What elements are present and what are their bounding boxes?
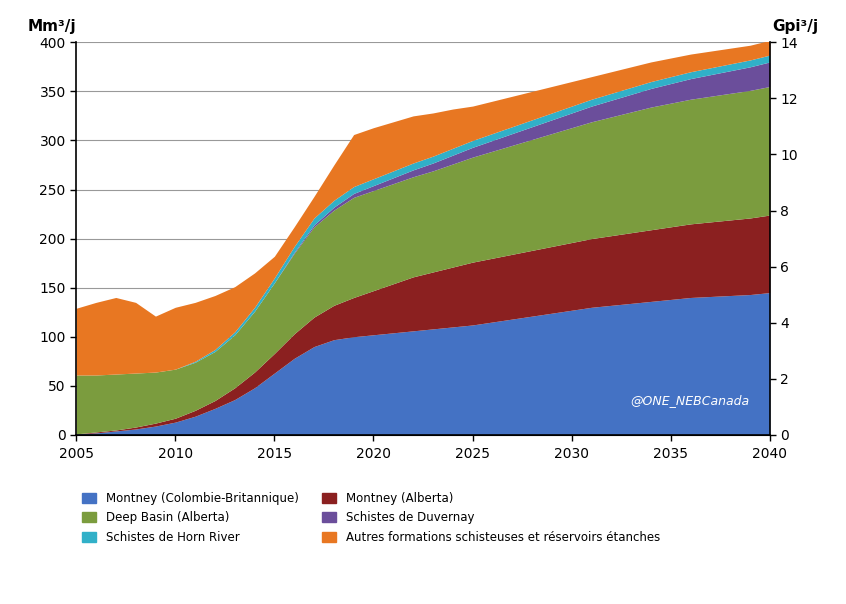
Legend: Montney (Colombie-Britannique), Deep Basin (Alberta), Schistes de Horn River, Mo: Montney (Colombie-Britannique), Deep Bas…	[82, 492, 660, 544]
Text: @ONE_NEBCanada: @ONE_NEBCanada	[630, 394, 749, 407]
Text: Gpi³/j: Gpi³/j	[772, 19, 818, 34]
Text: Mm³/j: Mm³/j	[28, 19, 76, 34]
